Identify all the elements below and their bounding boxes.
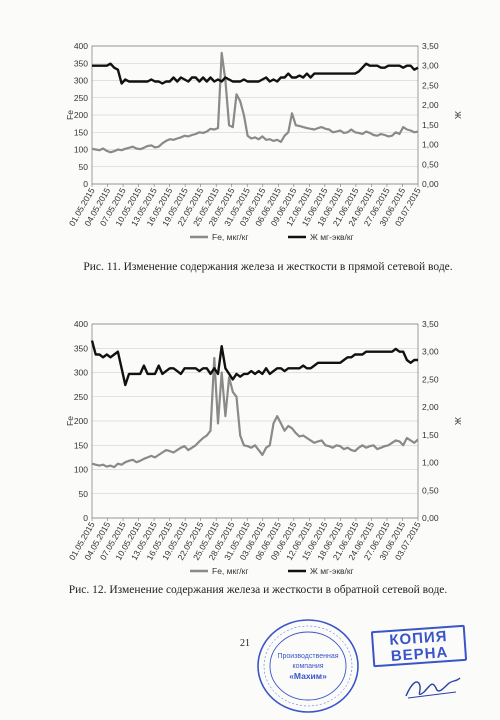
- y-axis-label-right: Ж: [453, 111, 463, 119]
- svg-text:компания: компания: [292, 663, 323, 670]
- y-tick-right: 0,50: [422, 485, 439, 495]
- y-tick-right: 2,50: [422, 80, 439, 90]
- y-tick-right: 0,00: [422, 179, 439, 189]
- legend-label: Fe, мкг/кг: [212, 566, 249, 576]
- y-axis-label-left: Fe: [65, 416, 75, 426]
- caption-fig-12: Рис. 12. Изменение содержания железа и ж…: [68, 584, 448, 596]
- y-tick-left: 150: [74, 440, 88, 450]
- y-tick-right: 2,00: [422, 100, 439, 110]
- y-tick-left: 400: [74, 41, 88, 51]
- signature: [405, 677, 461, 699]
- y-tick-right: 1,00: [422, 458, 439, 468]
- y-tick-left: 0: [83, 513, 88, 523]
- svg-text:«Махим»: «Махим»: [289, 671, 327, 681]
- y-tick-left: 300: [74, 368, 88, 378]
- plot-frame: [91, 45, 419, 185]
- chart-svg-fig-11: 0 50 100 150 200 250 300 350 400 0,00 0,50 1,00 1,50…: [65, 41, 463, 242]
- y-tick-right: 1,00: [422, 140, 439, 150]
- y-tick-left: 100: [74, 145, 88, 155]
- y-tick-right: 2,50: [422, 374, 439, 384]
- y-tick-right: 1,50: [422, 120, 439, 130]
- company-seal: Производственная компания «Махим»: [257, 619, 359, 713]
- chart-fig-11: 0 50 100 150 200 250 300 350 400 0,00 0,50 1,00 1,50…: [0, 30, 500, 280]
- y-tick-left: 150: [74, 127, 88, 137]
- y-tick-right: 0,50: [422, 159, 439, 169]
- series-line-hardness: [90, 340, 418, 387]
- y-tick-right: 3,50: [422, 319, 439, 329]
- y-axis-label-left: Fe: [65, 110, 75, 120]
- series-line-fe: [91, 356, 419, 469]
- chart-fig-12: 0 50 100 150 200 250 300 350 400 0,00 0,50 1,00 1,50…: [0, 310, 500, 600]
- y-tick-right: 0,00: [422, 513, 439, 523]
- y-tick-right: 3,00: [422, 347, 439, 357]
- y-tick-left: 0: [83, 179, 88, 189]
- y-tick-left: 250: [74, 392, 88, 402]
- y-tick-left: 350: [74, 58, 88, 68]
- series-line-hardness: [92, 62, 419, 85]
- y-tick-left: 200: [74, 416, 88, 426]
- series-line-fe: [91, 51, 419, 154]
- legend-label: Ж мг-экв/кг: [310, 566, 354, 576]
- caption-fig-11: Рис. 11. Изменение содержания железа и ж…: [83, 261, 453, 273]
- plot-frame: [91, 323, 419, 519]
- y-tick-left: 200: [74, 110, 88, 120]
- y-tick-right: 3,00: [422, 61, 439, 71]
- legend-label: Ж мг-экв/кг: [310, 232, 354, 242]
- legend-label: Fe, мкг/кг: [212, 232, 249, 242]
- y-tick-right: 3,50: [422, 41, 439, 51]
- y-tick-right: 2,00: [422, 402, 439, 412]
- y-tick-left: 50: [79, 489, 89, 499]
- chart-svg-fig-12: 0 50 100 150 200 250 300 350 400 0,00 0,50 1,00 1,50…: [65, 319, 463, 576]
- svg-text:Производственная: Производственная: [277, 653, 338, 660]
- y-tick-left: 350: [74, 343, 88, 353]
- y-tick-left: 250: [74, 93, 88, 103]
- y-tick-left: 100: [74, 465, 88, 475]
- y-tick-left: 50: [79, 162, 89, 172]
- y-tick-left: 400: [74, 319, 88, 329]
- y-axis-label-right: Ж: [453, 417, 463, 425]
- y-tick-right: 1,50: [422, 430, 439, 440]
- page-number: 21: [240, 638, 250, 649]
- y-tick-left: 300: [74, 76, 88, 86]
- copy-certified-stamp: КОПИЯ ВЕРНА: [370, 624, 468, 668]
